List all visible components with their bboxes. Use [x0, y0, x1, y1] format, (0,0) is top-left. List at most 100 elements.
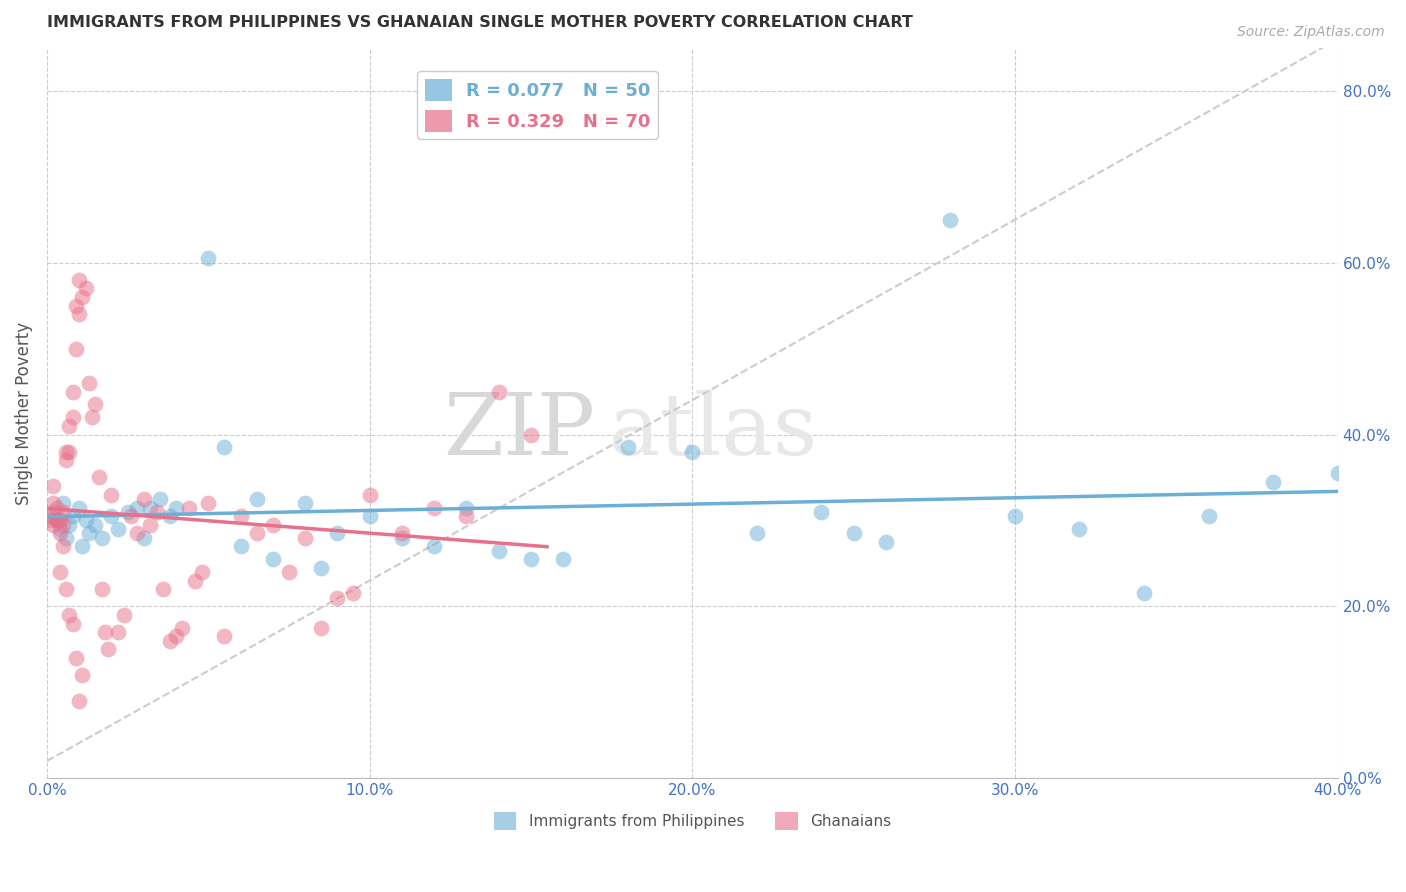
Point: [120, 509, 142, 524]
Point: [42, 517, 65, 532]
Point: [229, 539, 252, 553]
Point: [52, 539, 75, 553]
Point: [1069, 522, 1091, 536]
Point: [842, 526, 865, 541]
Point: [159, 633, 181, 648]
Point: [84, 517, 107, 532]
Point: [423, 539, 446, 553]
Point: [58, 607, 80, 622]
Point: [97, 642, 120, 657]
Point: [1326, 466, 1348, 480]
Point: [229, 509, 252, 524]
Point: [197, 252, 219, 266]
Text: atlas: atlas: [609, 390, 817, 473]
Point: [326, 526, 349, 541]
Point: [342, 586, 364, 600]
Point: [62, 384, 84, 399]
Point: [1261, 475, 1284, 489]
Point: [67, 500, 90, 515]
Point: [107, 625, 129, 640]
Point: [42, 505, 65, 519]
Point: [246, 491, 269, 506]
Point: [132, 531, 155, 545]
Point: [84, 397, 107, 411]
Point: [246, 526, 269, 541]
Point: [65, 299, 87, 313]
Point: [117, 505, 139, 519]
Point: [423, 500, 446, 515]
Point: [90, 582, 112, 597]
Point: [80, 410, 103, 425]
Point: [456, 509, 478, 524]
Point: [359, 488, 381, 502]
Point: [45, 513, 67, 527]
Point: [1004, 509, 1026, 524]
Point: [75, 281, 97, 295]
Point: [72, 539, 94, 553]
Text: IMMIGRANTS FROM PHILIPPINES VS GHANAIAN SINGLE MOTHER POVERTY CORRELATION CHART: IMMIGRANTS FROM PHILIPPINES VS GHANAIAN …: [46, 15, 912, 30]
Point: [39, 513, 62, 527]
Point: [139, 500, 162, 515]
Point: [391, 526, 413, 541]
Point: [214, 441, 236, 455]
Point: [152, 582, 174, 597]
Point: [112, 607, 135, 622]
Point: [55, 531, 77, 545]
Legend: Immigrants from Philippines, Ghanaians: Immigrants from Philippines, Ghanaians: [488, 805, 897, 837]
Point: [62, 509, 84, 524]
Point: [58, 418, 80, 433]
Point: [745, 526, 768, 541]
Point: [197, 496, 219, 510]
Point: [553, 552, 575, 566]
Point: [456, 500, 478, 515]
Point: [58, 517, 80, 532]
Point: [45, 513, 67, 527]
Point: [65, 342, 87, 356]
Point: [67, 694, 90, 708]
Point: [520, 552, 543, 566]
Point: [520, 427, 543, 442]
Text: ZIP: ZIP: [443, 390, 596, 473]
Point: [149, 491, 172, 506]
Y-axis label: Single Mother Poverty: Single Mother Poverty: [15, 321, 32, 505]
Point: [488, 384, 510, 399]
Point: [77, 376, 100, 390]
Point: [100, 488, 122, 502]
Point: [65, 651, 87, 665]
Point: [145, 505, 167, 519]
Point: [277, 565, 299, 579]
Point: [52, 496, 75, 510]
Point: [100, 509, 122, 524]
Point: [42, 479, 65, 493]
Point: [159, 509, 181, 524]
Point: [62, 410, 84, 425]
Point: [309, 621, 332, 635]
Point: [262, 517, 284, 532]
Point: [45, 500, 67, 515]
Point: [49, 522, 72, 536]
Point: [77, 526, 100, 541]
Point: [42, 496, 65, 510]
Point: [49, 565, 72, 579]
Point: [132, 491, 155, 506]
Point: [94, 625, 117, 640]
Point: [107, 522, 129, 536]
Point: [49, 526, 72, 541]
Point: [58, 444, 80, 458]
Point: [810, 505, 832, 519]
Point: [184, 574, 207, 588]
Point: [39, 509, 62, 524]
Point: [127, 500, 149, 515]
Point: [191, 565, 214, 579]
Point: [172, 621, 194, 635]
Point: [359, 509, 381, 524]
Point: [52, 517, 75, 532]
Point: [52, 505, 75, 519]
Point: [72, 668, 94, 682]
Point: [939, 212, 962, 227]
Point: [62, 616, 84, 631]
Point: [262, 552, 284, 566]
Point: [55, 582, 77, 597]
Point: [67, 273, 90, 287]
Point: [90, 531, 112, 545]
